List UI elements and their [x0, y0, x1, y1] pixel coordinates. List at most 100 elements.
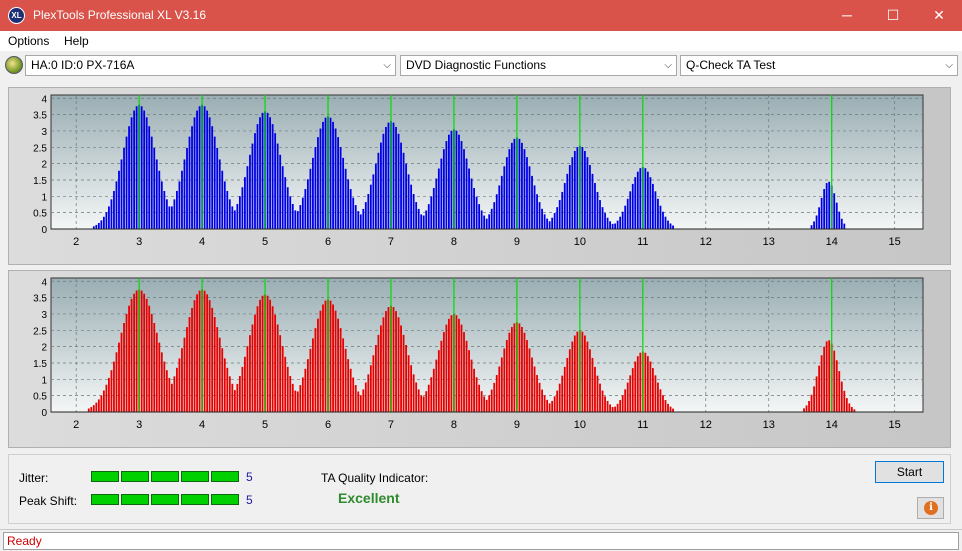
bar [430, 377, 433, 412]
bar [845, 398, 848, 412]
function-select[interactable]: DVD Diagnostic Functions ⌵ [400, 55, 677, 76]
bar [183, 159, 186, 229]
bar [143, 110, 146, 229]
menu-options[interactable]: Options [8, 34, 50, 48]
bar [269, 299, 272, 412]
bar [425, 210, 428, 229]
bar [168, 206, 171, 229]
bar [568, 349, 571, 412]
bar [503, 166, 506, 229]
bar [206, 294, 209, 412]
bar [352, 377, 355, 412]
bar [818, 365, 821, 412]
title-bar: XL PlexTools Professional XL V3.16 ─ ☐ ✕ [0, 0, 962, 31]
bar [319, 310, 322, 412]
bar [523, 332, 526, 412]
x-tick-label: 9 [514, 419, 520, 431]
bar [160, 181, 163, 229]
bar [808, 400, 810, 412]
bar [176, 367, 178, 412]
bar [455, 130, 458, 229]
bar [90, 407, 93, 412]
bar [102, 390, 105, 412]
bar [306, 179, 309, 229]
bar [546, 399, 549, 412]
bar [589, 165, 591, 229]
bar [803, 408, 805, 412]
bar [498, 185, 501, 229]
bar [385, 126, 387, 229]
bar [100, 395, 103, 412]
bar [145, 117, 148, 229]
bar [183, 337, 186, 412]
jitter-value: 5 [246, 470, 253, 484]
ta-quality-label: TA Quality Indicator: [321, 471, 429, 485]
bar [228, 199, 231, 229]
window-title: PlexTools Professional XL V3.16 [33, 8, 206, 22]
bar [223, 358, 226, 412]
close-button[interactable]: ✕ [933, 7, 945, 23]
bar [664, 216, 667, 229]
maximize-button[interactable]: ☐ [886, 7, 900, 23]
bar [636, 171, 639, 229]
bar [667, 220, 669, 229]
bar [440, 158, 443, 229]
bar [546, 218, 549, 229]
bar [508, 332, 511, 412]
y-tick-label: 0.5 [33, 392, 47, 403]
bar [150, 136, 153, 229]
bar [609, 221, 611, 229]
minimize-button[interactable]: ─ [842, 7, 852, 23]
bar [828, 340, 831, 412]
drive-select[interactable]: HA:0 ID:0 PX-716A ⌵ [25, 55, 396, 76]
bar [118, 170, 120, 229]
bar [448, 134, 450, 229]
bar [362, 389, 365, 412]
info-button[interactable]: i [917, 497, 944, 519]
bar [493, 382, 496, 412]
bar [208, 300, 211, 412]
bar [284, 356, 287, 412]
bar [619, 400, 622, 412]
bar [442, 149, 445, 229]
bar [203, 106, 206, 229]
bar [634, 361, 637, 412]
bar [639, 352, 642, 412]
bar [339, 147, 342, 229]
bar [553, 213, 556, 229]
bar [216, 147, 219, 229]
bar [354, 205, 357, 229]
bar [646, 356, 649, 412]
bar [395, 126, 397, 229]
bar [407, 355, 410, 412]
bar [490, 208, 493, 229]
bar [533, 185, 536, 229]
bar [573, 335, 576, 412]
bar [176, 190, 178, 229]
bar [566, 357, 569, 412]
test-select[interactable]: Q-Check TA Test ⌵ [680, 55, 958, 76]
peak-shift-meter [91, 494, 241, 505]
bar [581, 331, 584, 412]
bar [813, 221, 815, 229]
bar [150, 313, 153, 412]
bar [279, 154, 282, 229]
bar [493, 202, 496, 229]
bar [374, 163, 377, 229]
bar [606, 400, 609, 412]
bar [405, 344, 407, 412]
bar [631, 183, 634, 229]
bar [301, 377, 304, 412]
bar [480, 210, 483, 229]
menu-help[interactable]: Help [64, 34, 89, 48]
bar [473, 368, 475, 412]
bar [460, 324, 463, 412]
info-icon: i [924, 501, 938, 515]
bar [626, 198, 629, 229]
bar [551, 217, 554, 229]
bar [100, 220, 103, 229]
start-button[interactable]: Start [875, 461, 944, 483]
test-select-value: Q-Check TA Test [686, 58, 776, 72]
bar [652, 368, 654, 412]
bar [533, 366, 536, 412]
